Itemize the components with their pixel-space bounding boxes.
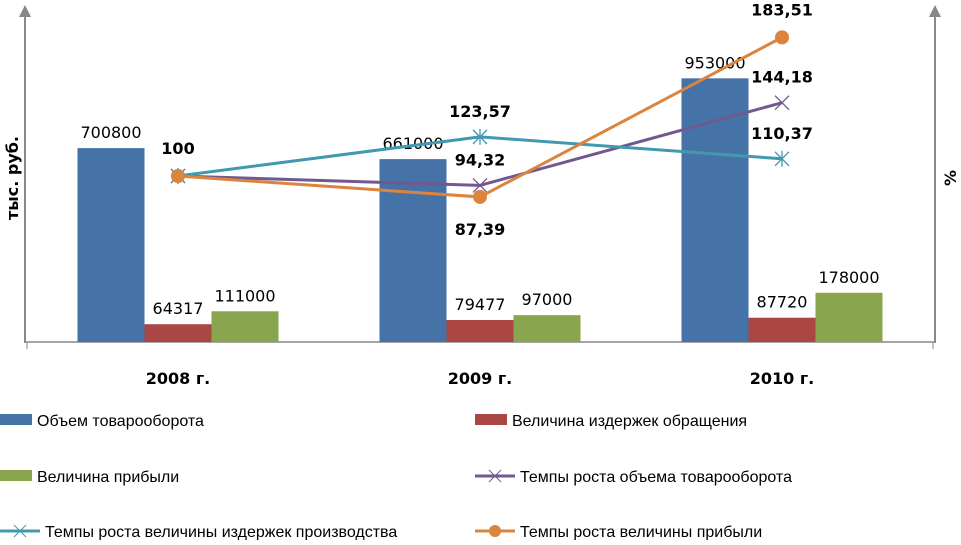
bar [379,159,447,342]
legend-label: Темпы роста величины издержек производст… [45,524,397,540]
x-tick-labels: 2008 г. 2009 г. 2010 г. [146,369,815,388]
star-marker-icon [774,150,790,167]
bar-data-label: 111000 [214,286,275,305]
marker-stroke [13,524,27,538]
legend-swatch [0,414,32,425]
legend-label: Темпы роста величины прибыли [520,524,762,540]
circle-marker-icon [473,189,487,204]
legend-label: Величина прибыли [37,469,179,486]
legend-swatch [0,470,32,481]
right-axis-label: % [941,170,960,186]
marker-stroke [472,177,488,193]
bar-data-label: 700800 [80,123,141,142]
circle-marker-icon [171,169,185,183]
bar [513,315,581,342]
bar-data-label: 87720 [757,293,808,312]
line-data-label: 100 [161,139,194,158]
right-axis-arrow-icon [929,5,941,17]
left-axis-arrow-icon [19,5,31,17]
legend-label: Темпы роста объема товарооборота [520,469,792,486]
legend-item: Темпы роста объема товарооборота [475,469,792,486]
legend-label: Объем товарооборота [37,413,204,430]
marker-stroke [488,469,502,483]
circle-marker-icon [489,525,501,537]
star-marker-icon [472,128,488,145]
legend: Объем товарооборота Величина издержек обр… [0,413,792,541]
bar [144,324,212,342]
legend-item: Величина издержек обращения [475,413,747,430]
legend-item: Темпы роста величины издержек производст… [0,524,397,541]
line-data-label: 110,37 [751,124,813,143]
x-tick-label: 2010 г. [750,369,815,388]
bar-data-label: 64317 [153,299,204,318]
line-data-label: 94,32 [455,150,506,169]
circle-marker-icon [775,30,789,45]
legend-label: Величина издержек обращения [512,413,747,430]
bar [446,320,514,342]
line-data-label: 183,51 [751,0,813,19]
line-data-label: 144,18 [751,68,813,87]
bar [211,311,279,342]
legend-item: Объем товарооборота [0,413,204,430]
bar-data-label: 79477 [455,295,506,314]
bar-data-label: 97000 [522,290,573,309]
bar-data-label: 178000 [818,268,879,287]
bar [77,148,145,342]
x-tick-label: 2008 г. [146,369,211,388]
bar [748,317,816,342]
x-marker-icon [774,95,790,111]
line-data-label: 87,39 [455,220,506,239]
legend-item: Величина прибыли [0,469,179,486]
bar-data-label: 953000 [684,53,745,72]
marker-stroke [774,95,790,111]
legend-swatch [475,414,507,425]
x-marker-icon [472,177,488,193]
left-axis-label: тыс. руб. [3,136,22,220]
lines: 94,32 144,18 123,57 110,37 100 87,39 183,51 [161,0,813,239]
legend-item: Темпы роста величины прибыли [475,524,762,541]
bar [681,78,749,342]
line-data-label: 123,57 [449,102,511,121]
x-tick-label: 2009 г. [448,369,513,388]
bar [815,292,883,342]
